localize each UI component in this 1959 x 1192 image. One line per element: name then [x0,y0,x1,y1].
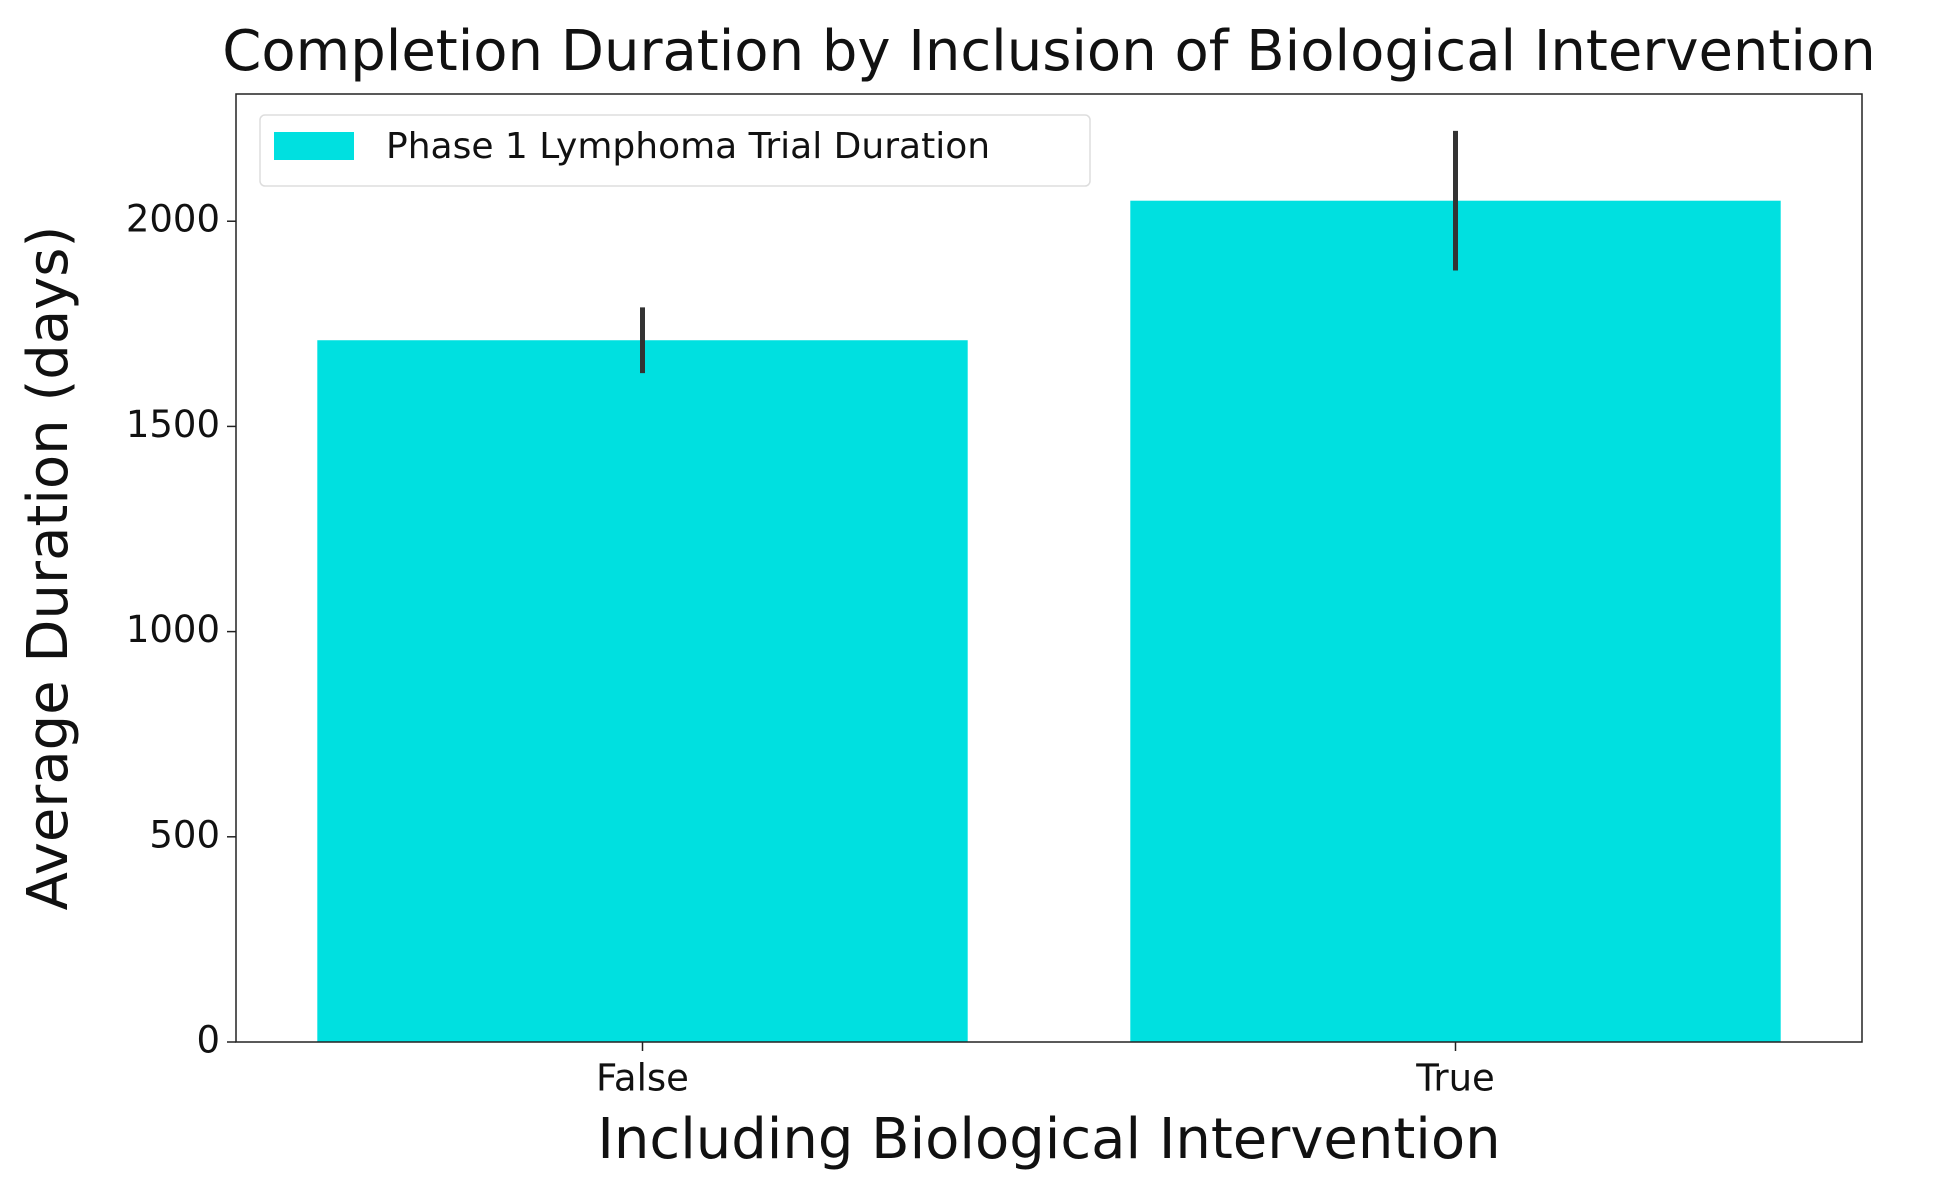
y-tick-label: 0 [196,1019,220,1062]
legend-swatch [274,132,354,160]
bar [1130,200,1781,1042]
legend-box [259,114,1091,187]
y-tick-label: 1500 [126,403,220,446]
y-tick-label: 500 [149,813,220,856]
y-tick-label: 1000 [126,608,220,651]
bar [317,340,968,1042]
x-axis-label: Including Biological Intervention [597,1107,1500,1172]
y-axis-label: Average Duration (days) [16,226,81,911]
legend-label: Phase 1 Lymphoma Trial Duration [386,126,990,167]
x-tick-label: True [1415,1057,1495,1100]
plot-frame [235,93,1863,1043]
chart-title: Completion Duration by Inclusion of Biol… [222,19,1875,84]
x-tick-label: False [596,1057,689,1100]
y-tick-label: 2000 [126,198,220,241]
